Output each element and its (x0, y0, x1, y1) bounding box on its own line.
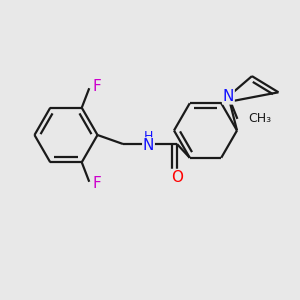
Text: F: F (92, 79, 101, 94)
Text: CH₃: CH₃ (248, 112, 271, 125)
Text: N: N (223, 89, 234, 104)
Text: N: N (143, 138, 154, 153)
Text: F: F (92, 176, 101, 191)
Text: H: H (144, 130, 153, 143)
Text: O: O (171, 169, 183, 184)
